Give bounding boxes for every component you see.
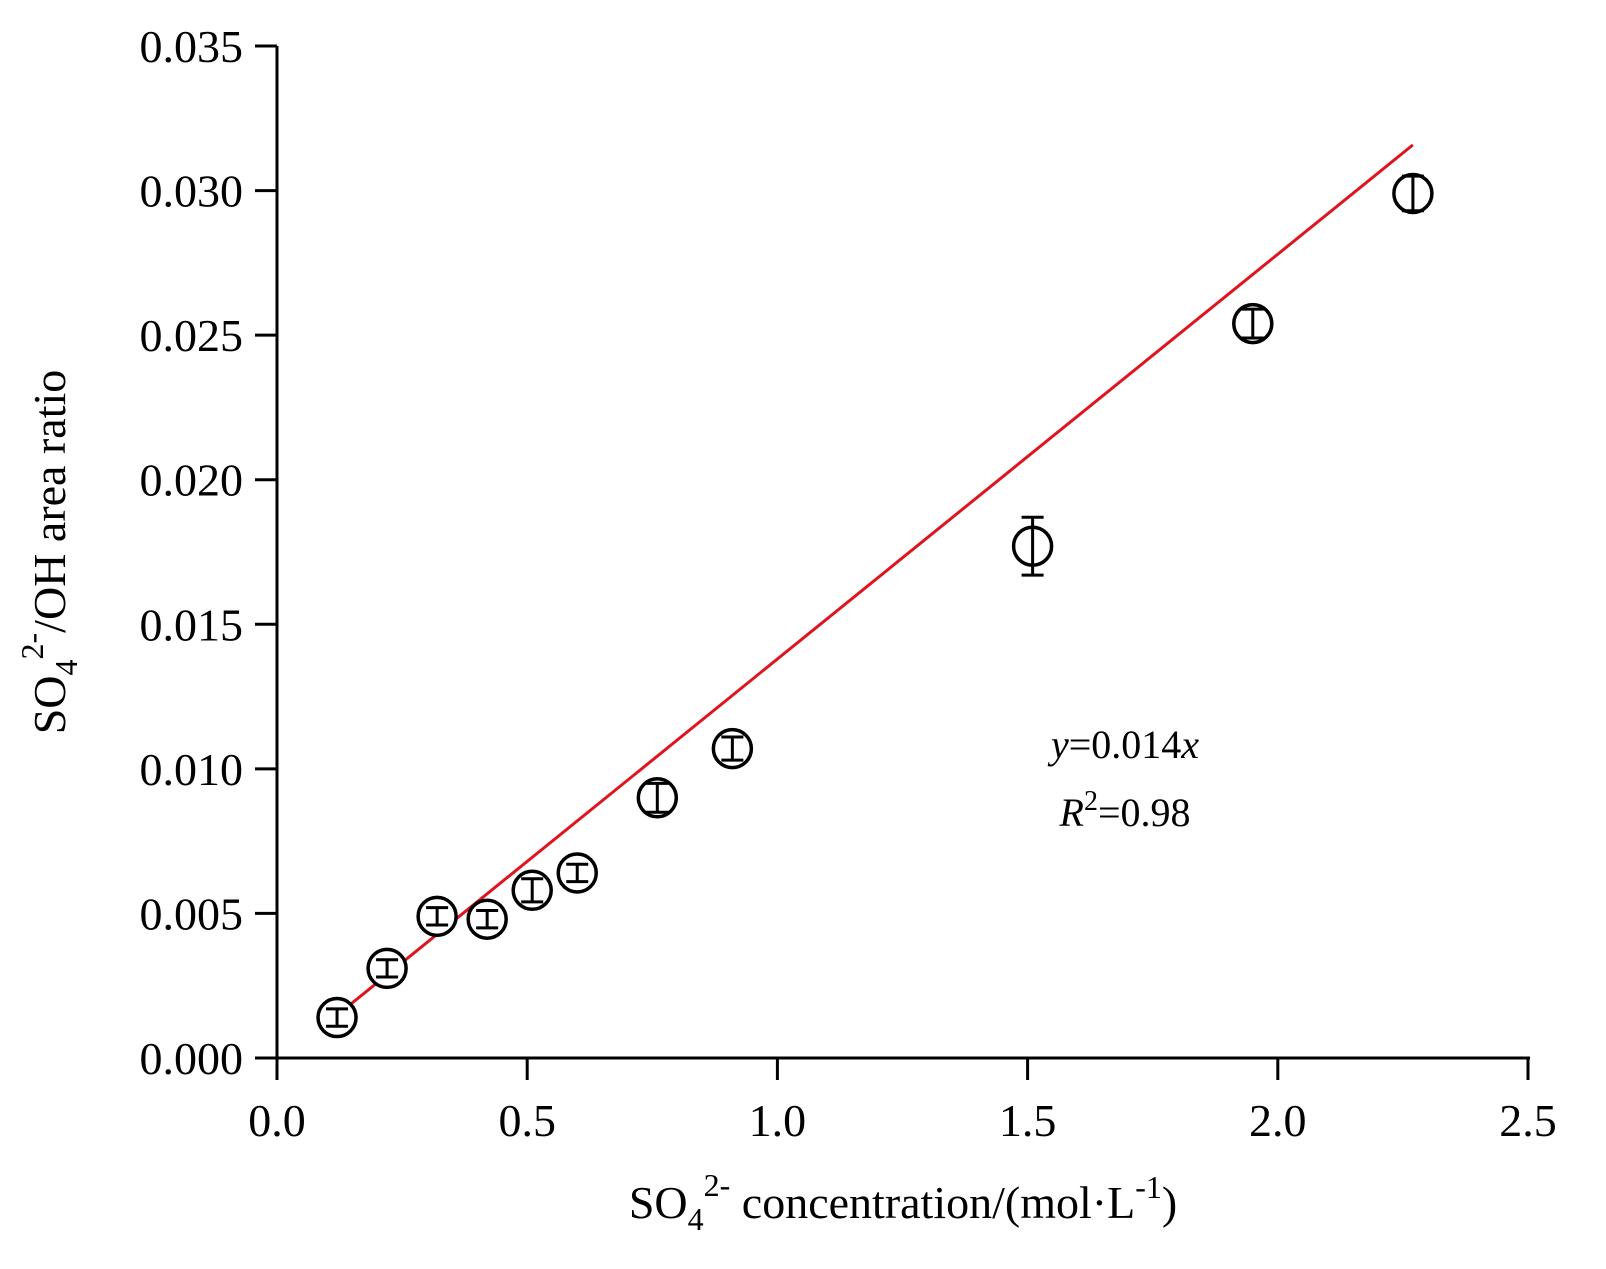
x-tick-label: 0.0 — [248, 1095, 306, 1146]
x-tick-label: 2.5 — [1499, 1095, 1557, 1146]
data-point — [711, 727, 754, 770]
data-point — [1392, 172, 1434, 215]
y-tick-label: 0.030 — [140, 166, 244, 217]
x-tick-label: 0.5 — [498, 1095, 556, 1146]
data-point — [416, 895, 458, 938]
axes — [275, 46, 1530, 1060]
data-point — [1232, 302, 1274, 345]
data-point — [316, 996, 358, 1039]
x-axis-title: SO42- concentration/(mol·L-1) — [629, 1167, 1177, 1237]
y-ticks: 0.000 0.005 0.010 0.015 0.020 0.025 0.030 0.035 — [140, 21, 277, 1084]
fit-line-group — [336, 143, 1414, 1017]
y-tick-label: 0.005 — [140, 888, 244, 939]
data-points — [316, 172, 1434, 1039]
data-point — [511, 869, 553, 912]
x-ticks: 0.0 0.5 1.0 1.5 2.0 2.5 — [248, 1058, 1557, 1146]
data-point — [636, 777, 679, 819]
fit-line — [336, 143, 1414, 1017]
y-tick-label: 0.020 — [140, 455, 244, 506]
y-tick-label: 0.035 — [140, 21, 244, 72]
y-tick-label: 0.010 — [140, 744, 244, 795]
y-tick-label: 0.025 — [140, 310, 244, 361]
x-tick-label: 2.0 — [1249, 1095, 1307, 1146]
y-tick-label: 0.000 — [140, 1033, 244, 1084]
y-tick-label: 0.015 — [140, 599, 244, 650]
r-squared: R2=0.98 — [1059, 786, 1191, 835]
x-tick-label: 1.0 — [749, 1095, 807, 1146]
data-point — [556, 852, 598, 894]
y-axis-title: SO42-/OH area ratio — [14, 370, 84, 735]
data-point — [466, 898, 508, 940]
x-tick-label: 1.5 — [999, 1095, 1057, 1146]
data-point — [366, 947, 408, 990]
data-point — [1011, 515, 1054, 577]
fit-equation: y=0.014x — [1047, 722, 1199, 767]
